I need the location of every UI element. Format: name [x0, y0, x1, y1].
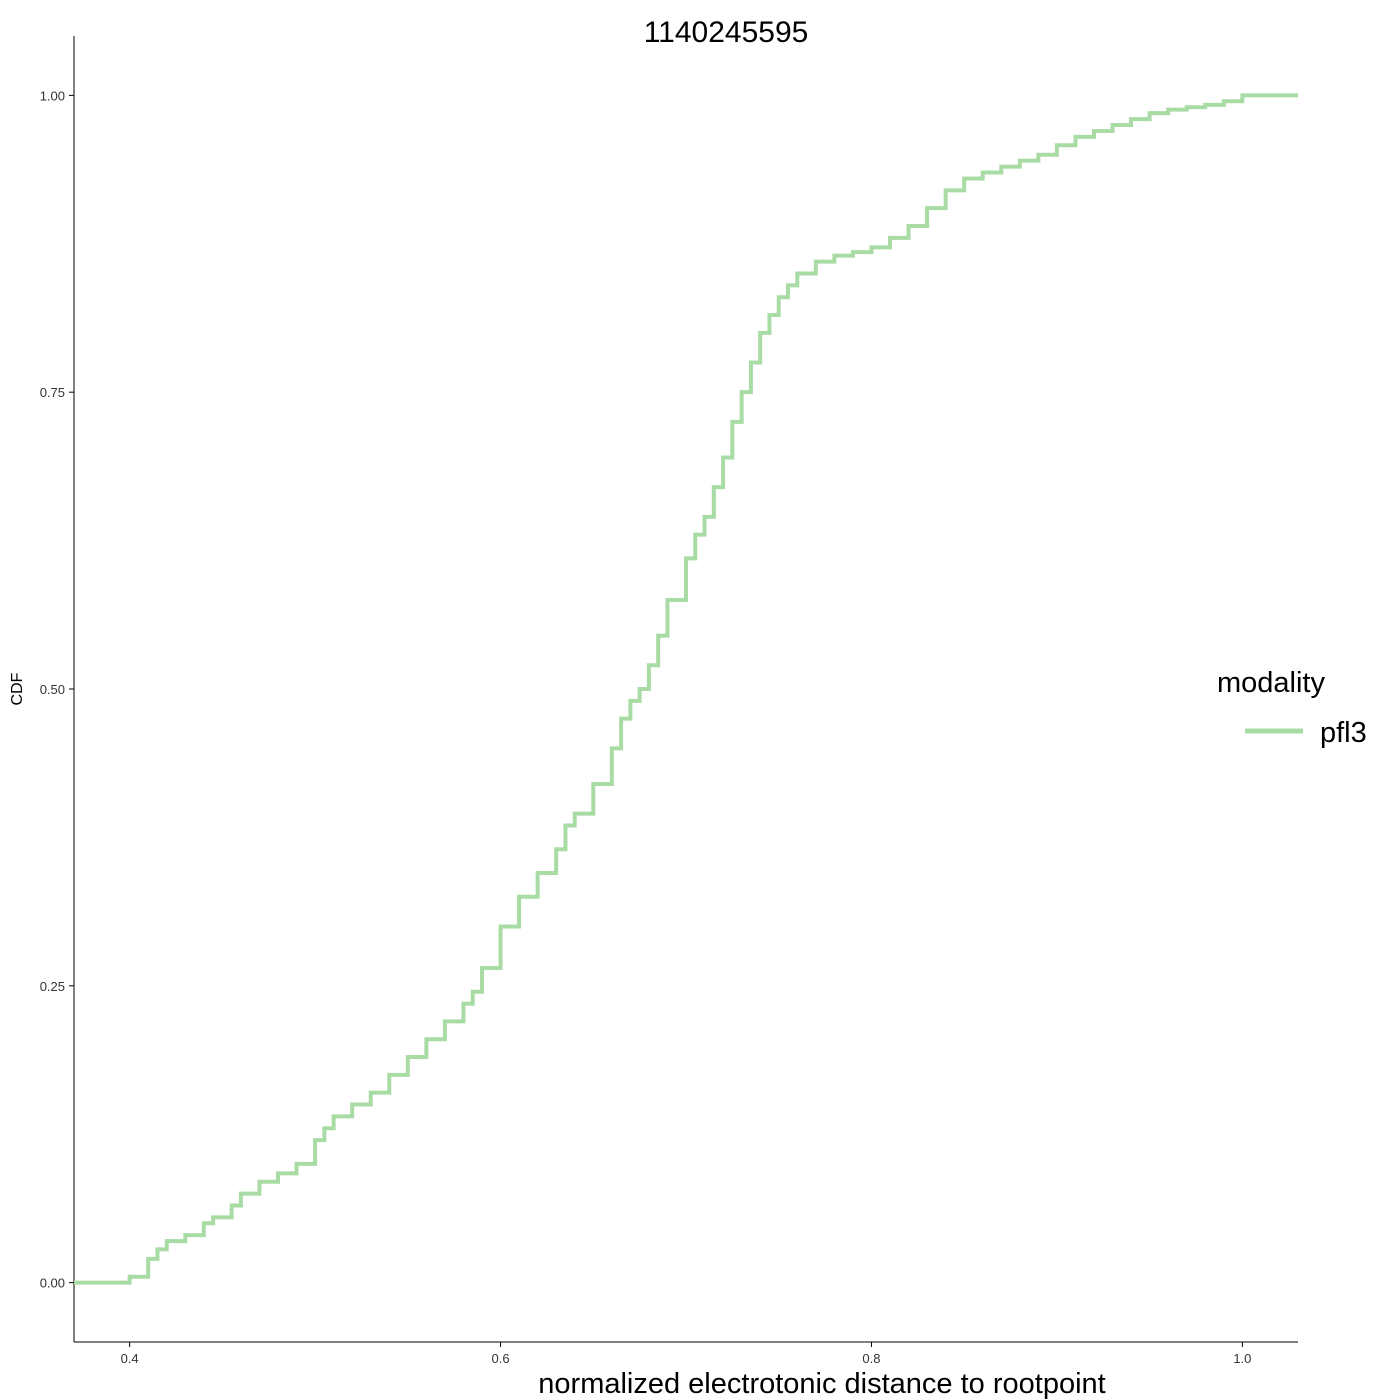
y-axis-ticks: 0.00 0.25 0.50 0.75 1.00	[40, 88, 74, 1291]
legend-label-pfl3: pfl3	[1320, 717, 1367, 749]
y-tick-label: 0.00	[40, 1276, 65, 1291]
x-axis-label: normalized electrotonic distance to root…	[538, 1368, 1105, 1400]
y-tick-label: 1.00	[40, 88, 65, 103]
legend: modality pfl3	[1217, 667, 1367, 749]
y-tick-label: 0.75	[40, 385, 65, 400]
x-tick-label: 1.0	[1233, 1351, 1251, 1366]
y-tick-label: 0.25	[40, 979, 65, 994]
y-tick-label: 0.50	[40, 682, 65, 697]
series-line-pfl3	[74, 93, 1298, 1285]
chart-title: 1140245595	[644, 16, 809, 49]
x-tick-label: 0.4	[121, 1351, 139, 1366]
x-tick-label: 0.8	[862, 1351, 880, 1366]
legend-title: modality	[1217, 667, 1325, 699]
x-tick-label: 0.6	[492, 1351, 510, 1366]
series-layer	[74, 93, 1298, 1285]
y-axis-label: CDF	[9, 672, 26, 705]
x-axis-ticks: 0.4 0.6 0.8 1.0	[121, 1342, 1251, 1366]
